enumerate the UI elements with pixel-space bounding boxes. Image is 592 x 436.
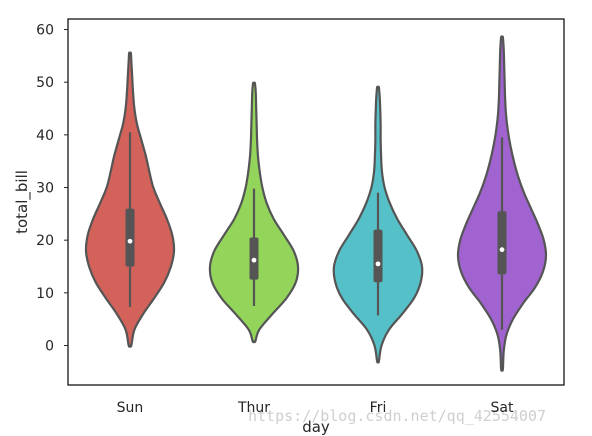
iqr-box [373, 229, 383, 283]
y-tick-label: 20 [36, 233, 54, 249]
watermark-text: https://blog.csdn.net/qq_42554007 [248, 407, 546, 425]
y-tick-label: 30 [36, 181, 54, 197]
y-tick-label: 0 [45, 339, 54, 355]
y-tick-label: 40 [36, 128, 54, 144]
plot-area [64, 29, 548, 372]
plot-frame [67, 18, 565, 386]
x-tick-label: Fri [370, 400, 387, 416]
x-axis-label: day [302, 418, 330, 436]
iqr-box [125, 208, 135, 267]
median-dot [375, 261, 381, 267]
median-dot [251, 257, 257, 263]
y-tick-label: 50 [36, 75, 54, 91]
y-tick-label: 10 [36, 286, 54, 302]
iqr-box [497, 211, 507, 275]
median-dot [127, 238, 133, 244]
x-tick-label: Thur [237, 400, 270, 416]
median-dot [499, 247, 505, 253]
y-axis-label: total_bill [13, 170, 32, 234]
x-tick-label: Sun [117, 400, 144, 416]
x-tick-label: Sat [491, 400, 514, 416]
y-tick-label: 60 [36, 23, 54, 39]
